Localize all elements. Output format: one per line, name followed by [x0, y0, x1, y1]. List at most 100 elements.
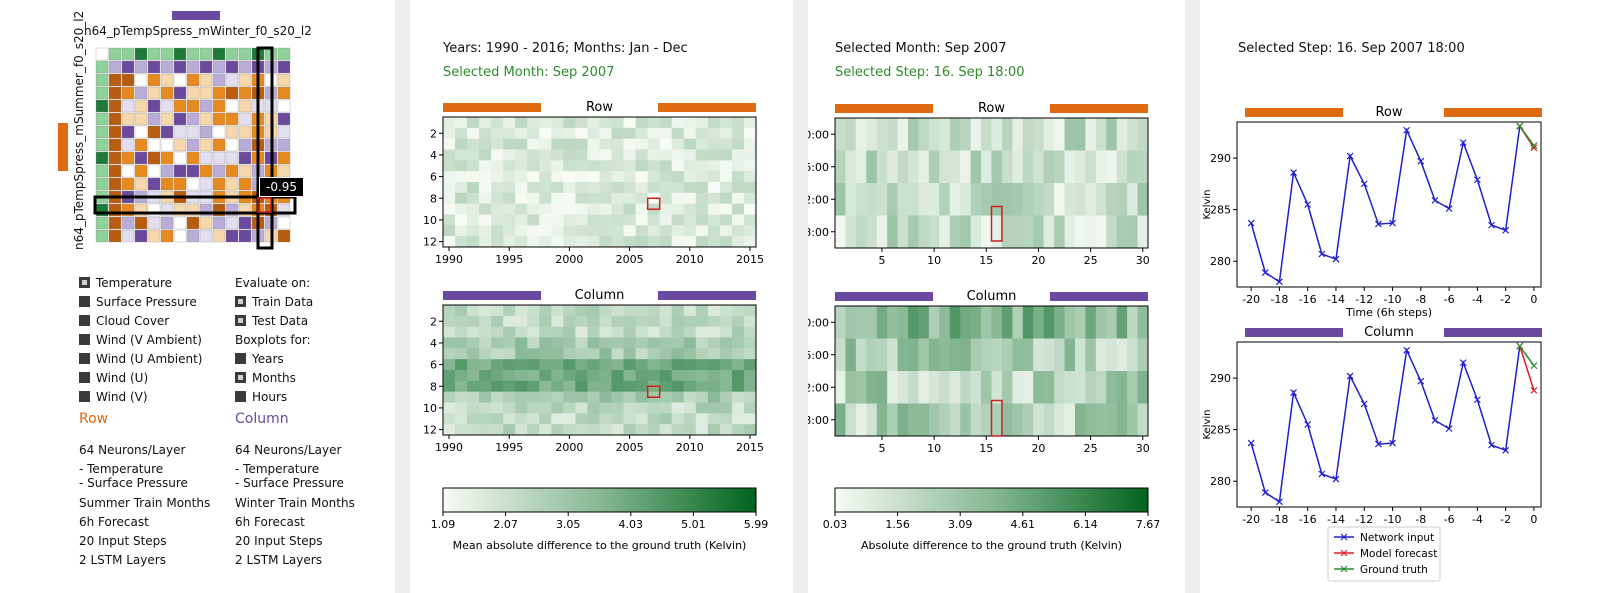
- heatmap-cell[interactable]: [611, 424, 624, 436]
- heatmap-cell[interactable]: [587, 370, 600, 382]
- matrix-cell[interactable]: [95, 164, 109, 178]
- heatmap-cell[interactable]: [467, 138, 480, 150]
- heatmap-cell[interactable]: [587, 117, 600, 129]
- heatmap-cell[interactable]: [635, 337, 649, 349]
- heatmap-cell[interactable]: [611, 359, 624, 371]
- heatmap-cell[interactable]: [908, 306, 919, 339]
- heatmap-cell[interactable]: [527, 337, 540, 349]
- heatmap-cell[interactable]: [479, 192, 492, 205]
- matrix-cell[interactable]: [108, 86, 122, 100]
- heatmap-cell[interactable]: [1137, 306, 1149, 339]
- heatmap-cell[interactable]: [1043, 215, 1055, 249]
- heatmap-cell[interactable]: [671, 117, 685, 129]
- heatmap-cell[interactable]: [1043, 150, 1055, 184]
- matrix-cell[interactable]: [277, 138, 291, 152]
- heatmap-cell[interactable]: [683, 370, 697, 382]
- heatmap-cell[interactable]: [443, 236, 456, 248]
- heatmap-cell[interactable]: [575, 225, 588, 237]
- heatmap-cell[interactable]: [503, 138, 516, 150]
- heatmap-cell[interactable]: [743, 359, 757, 371]
- heatmap-cell[interactable]: [443, 171, 456, 183]
- heatmap-cell[interactable]: [635, 171, 649, 183]
- heatmap-cell[interactable]: [719, 127, 733, 140]
- heatmap-cell[interactable]: [1022, 118, 1034, 151]
- heatmap-cell[interactable]: [1022, 338, 1034, 372]
- matrix-cell[interactable]: [277, 99, 291, 113]
- heatmap-cell[interactable]: [1001, 118, 1013, 151]
- heatmap-cell[interactable]: [928, 118, 940, 151]
- heatmap-cell[interactable]: [551, 149, 564, 161]
- heatmap-cell[interactable]: [455, 171, 468, 183]
- heatmap-cell[interactable]: [659, 348, 673, 360]
- heatmap-cell[interactable]: [1033, 403, 1045, 437]
- heatmap-cell[interactable]: [575, 402, 588, 414]
- matrix-cell[interactable]: [147, 229, 161, 243]
- heatmap-cell[interactable]: [587, 149, 600, 161]
- matrix-cell[interactable]: [108, 73, 122, 87]
- heatmap-cell[interactable]: [563, 315, 576, 328]
- heatmap-cell[interactable]: [1074, 306, 1086, 339]
- heatmap-cell[interactable]: [1095, 338, 1107, 372]
- heatmap-cell[interactable]: [719, 413, 733, 425]
- heatmap-cell[interactable]: [991, 183, 1003, 216]
- heatmap-cell[interactable]: [707, 326, 721, 338]
- matrix-cell[interactable]: [212, 151, 226, 165]
- heatmap-cell[interactable]: [623, 214, 637, 226]
- heatmap-cell[interactable]: [731, 138, 745, 150]
- heatmap-cell[interactable]: [1106, 215, 1118, 249]
- heatmap-cell[interactable]: [671, 402, 685, 414]
- heatmap-cell[interactable]: [647, 337, 661, 349]
- heatmap-cell[interactable]: [443, 337, 456, 349]
- heatmap-cell[interactable]: [575, 370, 588, 382]
- heatmap-cell[interactable]: [1012, 118, 1024, 151]
- heatmap-cell[interactable]: [949, 150, 961, 184]
- heatmap-cell[interactable]: [599, 305, 612, 317]
- heatmap-cell[interactable]: [743, 413, 757, 425]
- heatmap-cell[interactable]: [623, 391, 637, 403]
- heatmap-cell[interactable]: [539, 402, 552, 414]
- heatmap-cell[interactable]: [503, 117, 516, 129]
- heatmap-cell[interactable]: [887, 338, 898, 372]
- heatmap-cell[interactable]: [467, 127, 480, 140]
- heatmap-cell[interactable]: [491, 402, 504, 414]
- heatmap-cell[interactable]: [1054, 306, 1065, 339]
- heatmap-cell[interactable]: [707, 359, 721, 371]
- heatmap-cell[interactable]: [1095, 306, 1107, 339]
- heatmap-cell[interactable]: [587, 359, 600, 371]
- heatmap-cell[interactable]: [635, 160, 649, 172]
- heatmap-cell[interactable]: [695, 192, 709, 205]
- heatmap-cell[interactable]: [611, 348, 624, 360]
- matrix-cell[interactable]: [108, 138, 122, 152]
- heatmap-cell[interactable]: [1106, 306, 1118, 339]
- heatmap-cell[interactable]: [1001, 338, 1013, 372]
- matrix-cell[interactable]: [108, 112, 122, 126]
- heatmap-cell[interactable]: [491, 127, 504, 140]
- heatmap-cell[interactable]: [1137, 338, 1149, 372]
- heatmap-cell[interactable]: [503, 225, 516, 237]
- matrix-cell[interactable]: [212, 60, 226, 74]
- heatmap-cell[interactable]: [866, 306, 878, 339]
- matrix-cell[interactable]: [121, 86, 135, 100]
- matrix-cell[interactable]: [238, 138, 252, 152]
- heatmap-cell[interactable]: [587, 214, 600, 226]
- heatmap-cell[interactable]: [515, 370, 528, 382]
- heatmap-cell[interactable]: [539, 225, 552, 237]
- matrix-cell[interactable]: [225, 60, 239, 74]
- matrix-cell[interactable]: [186, 177, 200, 191]
- heatmap-cell[interactable]: [1137, 118, 1149, 151]
- heatmap-cell[interactable]: [515, 214, 528, 226]
- heatmap-cell[interactable]: [707, 149, 721, 161]
- matrix-cell[interactable]: [95, 47, 109, 61]
- heatmap-cell[interactable]: [1054, 215, 1065, 249]
- heatmap-cell[interactable]: [855, 150, 867, 184]
- heatmap-cell[interactable]: [575, 127, 588, 140]
- matrix-cell[interactable]: [212, 73, 226, 87]
- heatmap-cell[interactable]: [587, 380, 600, 393]
- heatmap-cell[interactable]: [1074, 338, 1086, 372]
- heatmap-cell[interactable]: [611, 192, 624, 205]
- matrix-cell[interactable]: [277, 112, 291, 126]
- heatmap-cell[interactable]: [671, 326, 685, 338]
- heatmap-cell[interactable]: [503, 127, 516, 140]
- heatmap-cell[interactable]: [527, 370, 540, 382]
- heatmap-cell[interactable]: [479, 117, 492, 129]
